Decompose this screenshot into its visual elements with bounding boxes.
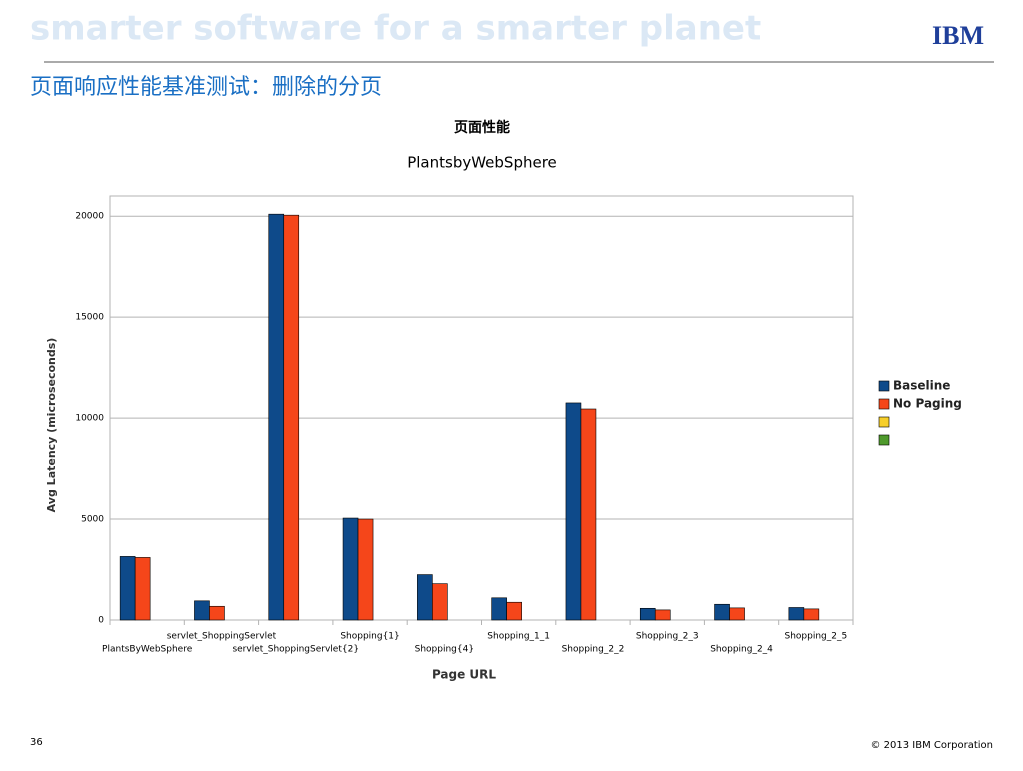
bar xyxy=(342,517,359,621)
legend-swatch xyxy=(878,380,890,392)
slide-title: 页面响应性能基准测试：删除的分页 xyxy=(30,75,382,100)
y-tick-label: 10000 xyxy=(75,414,104,424)
y-tick-label: 5000 xyxy=(81,515,104,525)
x-tick-label: Shopping_2_2 xyxy=(562,645,625,655)
x-tick-label: PlantsByWebSphere xyxy=(102,645,193,655)
x-tick-label: servlet_ShoppingServlet xyxy=(167,632,277,642)
bar xyxy=(729,607,745,621)
y-axis-label: Avg Latency (microseconds) xyxy=(45,338,58,513)
bar xyxy=(194,600,210,621)
bar xyxy=(268,213,285,621)
legend-swatch xyxy=(878,398,890,410)
y-tick-label: 0 xyxy=(98,616,104,626)
y-tick-label: 20000 xyxy=(75,212,104,222)
bar xyxy=(565,402,582,621)
bar xyxy=(417,574,433,621)
legend-label: Baseline xyxy=(893,379,950,393)
page-number: 36 xyxy=(30,737,43,748)
legend-swatch xyxy=(878,416,890,428)
x-tick-label: Shopping_1_1 xyxy=(487,632,550,642)
plot-area xyxy=(109,195,854,621)
bar xyxy=(209,605,225,621)
chart-title: 页面性能 xyxy=(454,119,510,136)
bar xyxy=(654,609,671,621)
watermark: smarter software for a smarter planet xyxy=(30,9,761,49)
x-tick-label: Shopping{1} xyxy=(340,632,399,642)
copyright: © 2013 IBM Corporation xyxy=(871,740,994,751)
bar xyxy=(491,597,507,621)
x-tick-label: servlet_ShoppingServlet{2} xyxy=(232,645,359,655)
bar xyxy=(134,557,151,621)
bar xyxy=(788,607,805,621)
ibm-logo: IBM xyxy=(932,21,984,50)
x-tick-label: Shopping{4} xyxy=(415,645,474,655)
legend-label: No Paging xyxy=(893,397,962,411)
x-tick-label: Shopping_2_3 xyxy=(636,632,699,642)
x-tick-label: Shopping_2_5 xyxy=(784,632,847,642)
chart-subtitle: PlantsbyWebSphere xyxy=(407,154,557,172)
x-tick-label: Shopping_2_4 xyxy=(710,645,773,655)
x-axis-label: Page URL xyxy=(432,668,496,682)
bar xyxy=(283,214,300,621)
legend-swatch xyxy=(878,434,890,446)
bar xyxy=(803,608,820,621)
y-tick-label: 15000 xyxy=(75,313,104,323)
bar xyxy=(432,583,448,621)
bar xyxy=(357,518,374,621)
bar xyxy=(119,556,136,621)
bar xyxy=(506,601,522,621)
bar xyxy=(714,603,730,621)
bar xyxy=(580,408,597,621)
bar xyxy=(639,607,656,621)
